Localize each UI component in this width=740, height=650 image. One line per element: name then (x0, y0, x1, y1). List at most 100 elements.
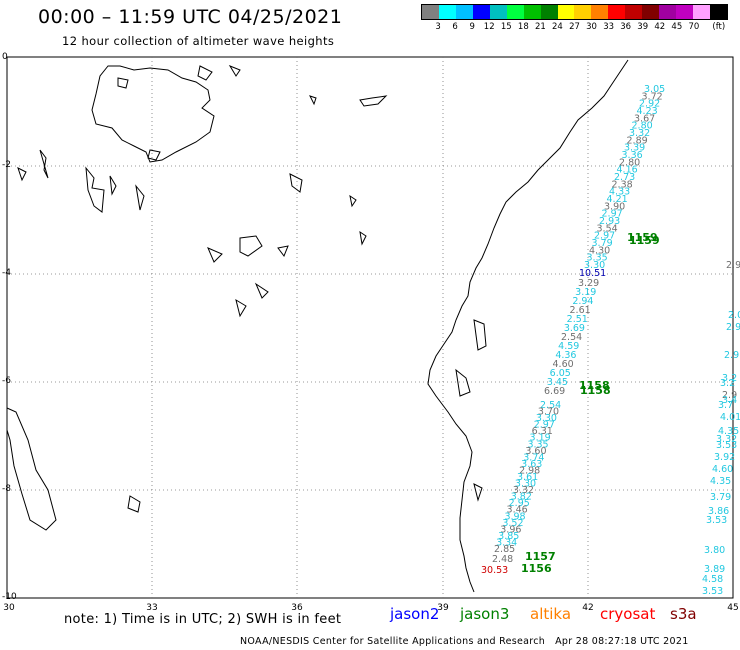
edge-track-value: 3.53 (702, 586, 723, 597)
color-scale-label: 33 (603, 22, 615, 32)
color-scale-label: 70 (688, 22, 700, 32)
zanzibar-island (455, 368, 471, 397)
small-lake (309, 95, 317, 106)
color-swatch (506, 5, 524, 19)
track-value: 2.97 (594, 231, 615, 242)
track-value: 4.23 (637, 106, 658, 117)
edge-track-value: 3.53 (706, 515, 727, 526)
credit-text: NOAA/NESDIS Center for Satellite Applica… (240, 636, 546, 647)
lake-victoria-outline (91, 65, 215, 163)
y-tick-minus8: -8 (2, 484, 11, 494)
track-value: 3.98 (504, 511, 525, 522)
track-value: 2.89 (627, 135, 648, 146)
lake-victoria-island (117, 77, 129, 89)
track-value: 3.85 (498, 531, 519, 542)
edge-track-value: 3.79 (710, 492, 731, 503)
color-scale-label: 27 (569, 22, 580, 32)
edge-track-value: 3.89 (704, 564, 725, 575)
track-value: 4.60 (553, 359, 574, 370)
color-scale-label: 24 (552, 22, 563, 32)
small-lake (17, 167, 27, 182)
color-scale-label: (ft) (712, 22, 726, 32)
track-value: 2.38 (612, 179, 633, 190)
track-value: 4.21 (607, 194, 628, 205)
track-value: 3.35 (587, 253, 608, 264)
color-scale-label: 18 (517, 22, 529, 32)
track-value: 3.60 (525, 446, 546, 457)
track-value: 2.54 (540, 400, 561, 411)
x-tick-30: 30 (3, 603, 15, 613)
track-value: 2.92 (639, 99, 660, 110)
pemba-island (473, 319, 487, 351)
small-lake (235, 298, 247, 318)
small-lake (254, 282, 269, 299)
track-value: 3.61 (517, 472, 538, 483)
edge-track-value: 3.80 (704, 545, 725, 556)
color-scale-labels: 3 6 9 12 15 18 21 24 27 30 33 36 39 42 45 70 (ft) (421, 20, 728, 34)
track-value: 4.16 (617, 165, 638, 176)
track-value: 3.67 (634, 113, 655, 124)
color-swatch (455, 5, 473, 19)
track-value: 3.30 (536, 413, 557, 424)
edge-track-value: 3.86 (708, 506, 729, 517)
edge-track-value: 3.53 (716, 440, 737, 451)
track-value: 2.94 (572, 296, 593, 307)
small-lake (228, 64, 241, 77)
lake-tanganyika-outline (6, 407, 57, 531)
track-value: 3.74 (523, 452, 544, 463)
track-value: 2.97 (534, 420, 555, 431)
footer-credit: NOAA/NESDIS Center for Satellite Applica… (240, 636, 689, 647)
color-scale-label: 6 (452, 22, 458, 32)
color-swatch (625, 5, 643, 19)
edge-track-value: 3.4 (722, 395, 737, 406)
track-value: 3.54 (597, 223, 618, 234)
edge-track-value: 2.9 (726, 260, 740, 271)
track-value: 2.93 (599, 216, 620, 227)
track-value: 3.52 (502, 518, 523, 529)
pass-label: 1159 (629, 234, 660, 247)
small-lake (277, 245, 289, 258)
small-lake (127, 495, 141, 513)
track-value: 3.69 (564, 323, 585, 334)
color-swatch (523, 5, 541, 19)
track-value: 6.69 (544, 386, 565, 397)
x-tick-33: 33 (146, 603, 158, 613)
track-value: 30.53 (481, 565, 508, 576)
track-value: 4.30 (589, 245, 610, 256)
small-lake (197, 65, 213, 81)
track-value: 3.45 (547, 377, 568, 388)
track-value: 6.31 (532, 426, 553, 437)
track-value: 2.80 (632, 121, 653, 132)
coastlines (6, 59, 629, 593)
track-value: 3.46 (507, 505, 528, 516)
pass-label: 1158 (580, 384, 611, 397)
y-tick-minus2: -2 (2, 160, 11, 170)
track-value: 2.98 (519, 465, 540, 476)
edge-track-value: 2.9 (726, 322, 740, 333)
x-tick-45: 45 (727, 603, 739, 613)
track-value: 3.05 (644, 84, 665, 95)
pass-label: 1157 (525, 550, 556, 563)
track-value: 3.34 (496, 537, 517, 548)
track-value: 2.95 (509, 498, 530, 509)
color-swatch (608, 5, 626, 19)
map-title: 00:00 – 11:59 UTC 04/25/2021 (38, 6, 343, 28)
color-scale-label: 21 (534, 22, 546, 32)
altimeter-track-values: 3.053.722.924.233.672.803.322.893.393.36… (481, 84, 665, 576)
lake-island-2 (147, 149, 161, 161)
color-scale-label: 36 (620, 22, 632, 32)
color-swatch (709, 5, 727, 19)
units-note: note: 1) Time is in UTC; 2) SWH is in fe… (64, 612, 342, 627)
track-value: 3.29 (578, 278, 599, 289)
color-scale-label: 42 (654, 22, 666, 32)
lat-lon-grid (7, 57, 733, 598)
edge-track-value: 4.58 (702, 574, 723, 585)
pass-label: 1158 (579, 379, 610, 392)
track-value: 2.97 (602, 209, 623, 220)
small-lake (289, 173, 303, 193)
edge-track-value: 2.9 (722, 390, 737, 401)
track-value: 3.30 (584, 260, 605, 271)
mafia-island (473, 483, 483, 502)
small-lake (135, 184, 145, 211)
